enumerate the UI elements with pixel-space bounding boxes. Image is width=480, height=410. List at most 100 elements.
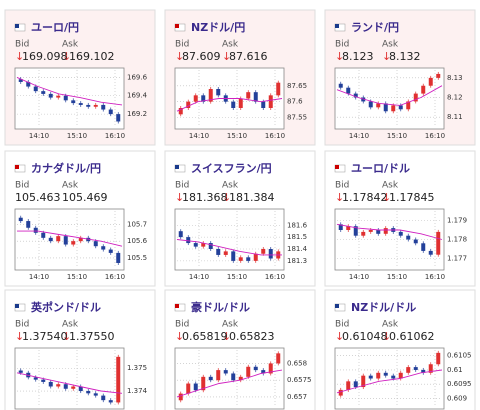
pair-name[interactable]: ユーロ/円 [31,21,79,34]
flag-icon-part [15,304,19,308]
y-tick-label: 1.375 [127,364,147,372]
candle [186,384,190,394]
bid-label: Bid [15,40,29,50]
rate-card[interactable]: スイスフラン/円BidAsk↓↓181.368181.384181.3181.4… [165,151,315,286]
candle [376,373,380,379]
candle [19,371,23,373]
candle [86,105,90,107]
bid-label: Bid [175,181,189,191]
candle [49,94,53,98]
rate-card[interactable]: NZドル/ドルBidAsk↓↓0.610480.610620.6090.6095… [325,290,475,410]
candle [429,251,433,255]
y-tick-label: 87.55 [287,114,307,122]
ask-label: Ask [222,181,239,191]
y-tick-label: 0.609 [447,394,467,402]
candle [194,95,198,101]
candle [391,376,395,379]
flag-icon-part [175,165,179,169]
pair-name[interactable]: カナダドル/円 [31,161,101,175]
candle [109,250,113,253]
y-tick-label: 181.6 [287,221,308,229]
y-tick-label: 181.4 [287,245,308,253]
candle [79,103,83,105]
x-tick-label: 15:10 [227,132,247,140]
y-tick-label: 87.6 [287,98,303,106]
y-tick-label: 1.179 [447,217,467,225]
ask-value: 181.384 [229,191,275,204]
candle [101,396,105,401]
pair-name[interactable]: スイスフラン/円 [191,162,272,175]
candle [26,221,30,228]
candle [269,95,273,108]
candle [116,357,120,403]
flag-icon-part [15,165,19,169]
candle [384,228,388,234]
candle [399,232,403,236]
flag-icon-part [335,165,339,169]
rate-card[interactable]: 英ポンド/ドルBidAsk↓↓1.375401.375501.3741.3751… [5,290,155,410]
candle [109,400,113,402]
pair-name[interactable]: NZドル/円 [191,21,245,34]
candle [49,382,53,387]
x-tick-label: 14:10 [29,132,49,140]
bid-value: 8.123 [342,50,374,63]
candle [71,386,75,388]
pair-name[interactable]: 豪ドル/ドル [191,300,250,314]
ask-value: 105.469 [62,191,108,204]
y-tick-label: 0.657 [287,393,307,401]
candle [436,353,440,364]
candle [64,384,68,389]
candle [246,367,250,377]
candle [34,377,38,379]
candle [369,230,373,232]
y-tick-label: 1.374 [127,387,148,395]
rate-card[interactable]: カナダドル/円BidAsk105.463105.469105.5105.6105… [5,151,155,286]
bid-value: 181.368 [182,191,228,204]
x-tick-label: 14:10 [29,273,49,281]
candle [216,249,220,255]
candle [254,367,258,370]
ask-value: 8.132 [389,50,421,63]
candle [56,384,60,386]
rate-card[interactable]: 豪ドル/ドルBidAsk↓↓0.658190.658230.6570.65750… [165,290,315,410]
ask-label: Ask [222,40,239,50]
y-tick-label: 169.2 [127,110,147,118]
candle [94,241,98,246]
candle [64,236,68,244]
candle [231,373,235,380]
y-tick-label: 87.65 [287,82,307,90]
candle [216,89,220,95]
rate-card[interactable]: ユーロ/ドルBidAsk↓↓1.178421.178451.1771.1781.… [325,151,475,286]
bid-value: 0.61048 [342,330,388,343]
candle [269,249,273,259]
pair-name[interactable]: ユーロ/ドル [351,162,410,175]
bid-label: Bid [335,40,349,50]
candle [384,373,388,376]
y-tick-label: 1.177 [447,255,467,263]
pair-name[interactable]: 英ポンド/ドル [30,300,101,314]
pair-name[interactable]: ランド/円 [351,21,399,34]
chart-area [15,209,124,270]
pair-name[interactable]: NZドル/ドル [351,301,416,314]
x-tick-label: 14:10 [189,273,209,281]
rate-card[interactable]: ユーロ/円BidAsk↓↓169.098169.102169.2169.4169… [5,10,155,145]
bid-label: Bid [335,320,349,330]
flag-icon-part [175,304,179,308]
bid-label: Bid [175,40,189,50]
x-tick-label: 15:10 [387,273,407,281]
candle [354,381,358,387]
rate-card[interactable]: NZドル/円BidAsk↓↓87.60987.61687.5587.687.65… [165,10,315,145]
bid-label: Bid [15,320,29,330]
ask-value: 0.65823 [229,330,275,343]
candle [361,232,365,236]
candle [116,114,120,121]
chart-area [175,348,284,409]
candle [339,84,343,88]
chart-area [335,348,444,409]
rate-card[interactable]: ランド/円BidAsk↓↓8.1238.1328.118.128.1314:10… [325,10,475,145]
candle [41,380,45,382]
candle [276,83,280,96]
candle [41,233,45,238]
